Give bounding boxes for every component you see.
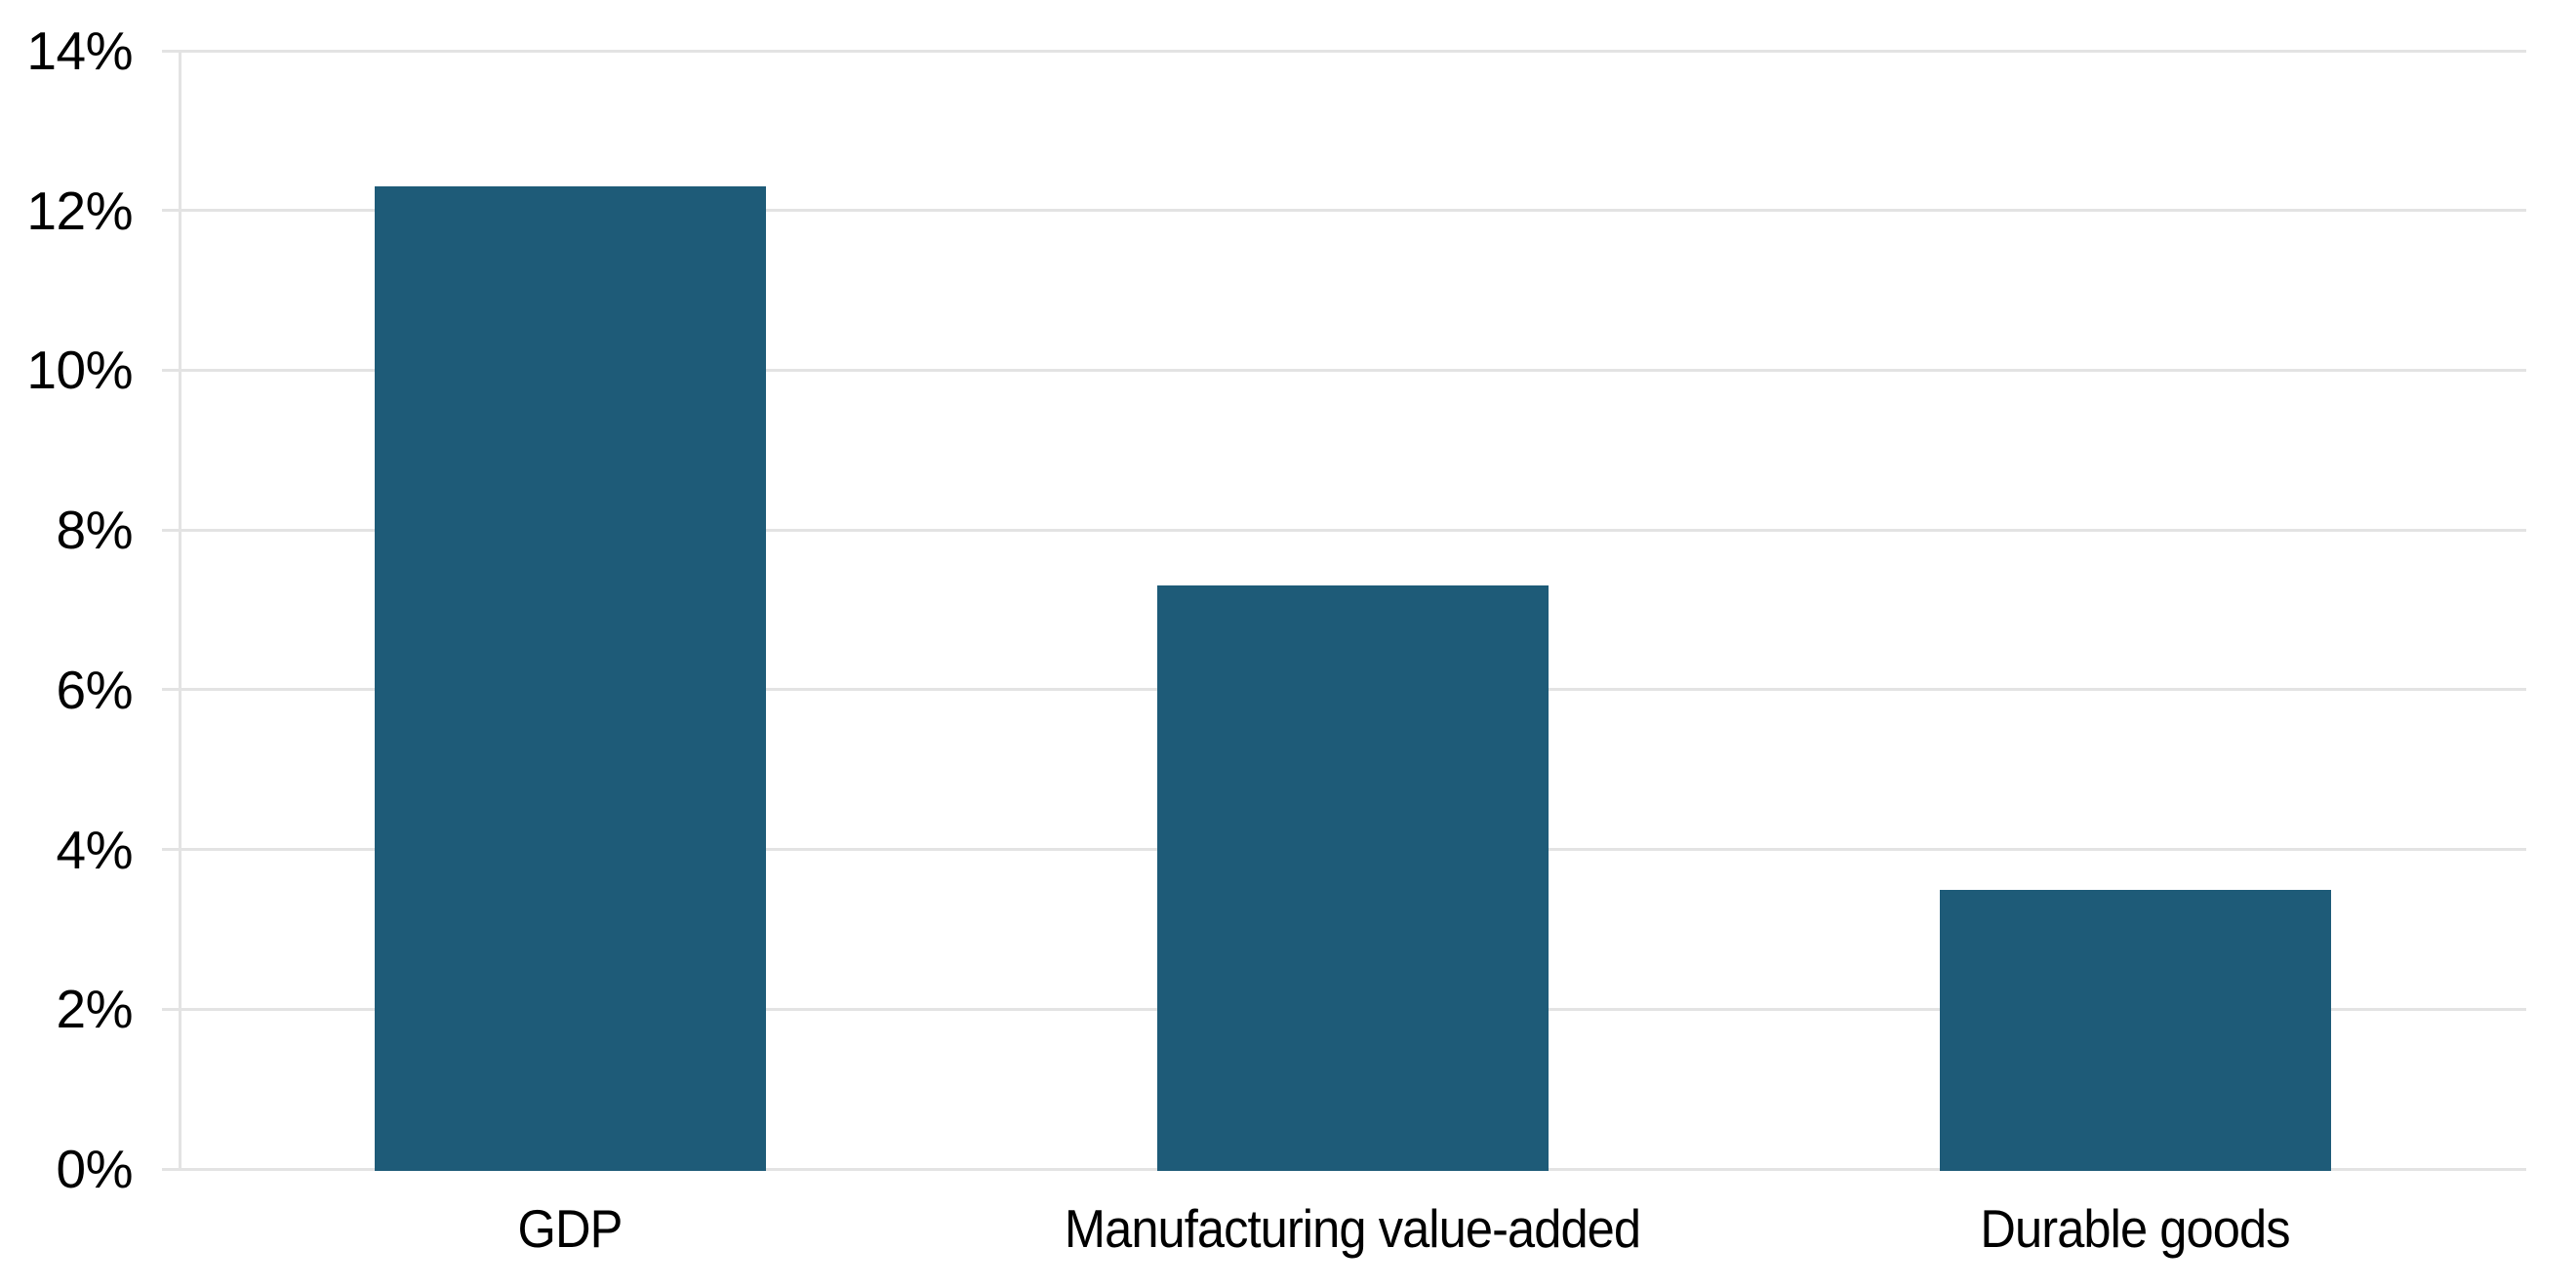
gridline <box>162 368 2526 372</box>
x-axis-label-manufacturing-value-added: Manufacturing value-added <box>1064 1198 1641 1259</box>
y-axis-tick-label: 2% <box>56 979 134 1040</box>
bar-durable-goods <box>1939 889 2331 1171</box>
gridline <box>162 209 2526 213</box>
y-axis-tick-label: 6% <box>56 659 134 720</box>
bar-manufacturing-value-added <box>1156 585 1549 1171</box>
y-axis-tick-label: 12% <box>26 180 133 241</box>
y-axis-tick-label: 4% <box>56 819 134 880</box>
x-axis-label-gdp: GDP <box>517 1198 624 1259</box>
y-axis-tick-label: 8% <box>56 500 134 561</box>
y-axis-tick-label: 14% <box>26 20 133 81</box>
gridline <box>162 528 2526 532</box>
gridline <box>162 49 2526 53</box>
bar-gdp <box>374 186 766 1171</box>
y-axis-tick-label: 0% <box>56 1139 134 1199</box>
x-axis-label-durable-goods: Durable goods <box>1980 1198 2290 1259</box>
y-axis-tick-label: 10% <box>26 340 133 401</box>
y-axis-line <box>179 51 181 1170</box>
